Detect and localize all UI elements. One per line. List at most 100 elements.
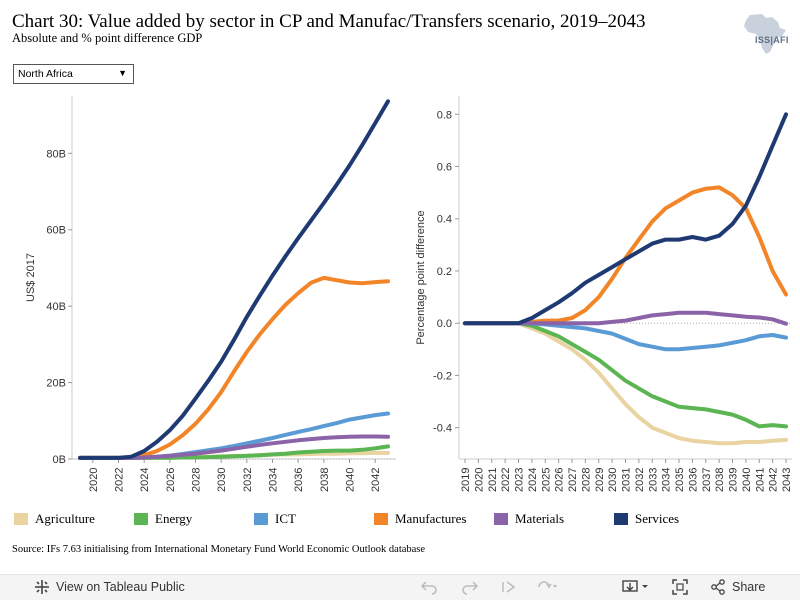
y-tick-label: -0.2 [433,370,452,382]
legend-label: Manufactures [395,511,467,526]
legend-item-manufactures[interactable]: Manufactures [374,511,466,527]
x-tick-label: 2029 [594,468,606,492]
x-tick-label: 2023 [514,468,526,492]
share-label: Share [732,580,766,594]
x-tick-label: 2027 [567,468,579,492]
fullscreen-button[interactable] [672,579,688,595]
legend-item-services[interactable]: Services [614,511,679,527]
y-axis-title: US$ 2017 [25,253,37,302]
y-tick-label: 0.8 [437,109,452,121]
legend-swatch [614,513,628,525]
series-line-manufactures[interactable] [463,185,788,326]
x-tick-label: 2037 [701,468,713,492]
legend-label: ICT [275,511,296,526]
legend-label: Agriculture [35,511,95,526]
x-tick-label: 2026 [165,468,177,492]
redo-icon [462,581,479,595]
region-dropdown-value: North Africa [18,68,73,80]
view-on-tableau-label: View on Tableau Public [56,580,185,594]
x-tick-label: 2022 [114,468,126,492]
legend-item-agriculture[interactable]: Agriculture [14,511,95,527]
legend: Agriculture Energy ICT Manufactures Material… [0,511,800,533]
tableau-toolbar: View on Tableau Public Share [0,574,800,600]
x-tick-label: 2019 [460,468,472,492]
iss-afi-logo-text: ISS|AFI [755,35,789,45]
x-tick-label: 2026 [554,468,566,492]
x-tick-label: 2041 [754,468,766,492]
revert-icon [502,581,516,593]
refresh-button[interactable] [536,579,558,595]
legend-item-materials[interactable]: Materials [494,511,564,527]
series-line-ict[interactable] [463,321,788,352]
chevron-down-icon: ▼ [118,68,127,78]
series-line-services[interactable] [463,112,788,326]
series-line-services[interactable] [78,99,390,460]
legend-swatch [494,513,508,525]
x-tick-label: 2033 [647,468,659,492]
legend-item-energy[interactable]: Energy [134,511,192,527]
tableau-icon [35,580,49,594]
x-tick-label: 2025 [540,468,552,492]
y-tick-label: 0.6 [437,162,452,174]
undo-icon [420,581,437,595]
y-axis-title: Percentage point difference [415,210,427,344]
y-tick-label: 60B [46,225,66,237]
y-tick-label: 0.0 [437,318,452,330]
x-tick-label: 2039 [728,468,740,492]
y-tick-label: 40B [46,301,66,313]
legend-swatch [14,513,28,525]
y-tick-label: 0.4 [437,214,452,226]
x-tick-label: 2020 [473,468,485,492]
chart-panel-1: 0B 20B 40B 60B 80B US$ 2017 2020 2022 2024 2026 20… [25,96,396,492]
y-tick-label: -0.4 [433,423,452,435]
x-tick-label: 2028 [580,468,592,492]
legend-swatch [134,513,148,525]
x-tick-label: 2031 [621,468,633,492]
x-tick-label: 2043 [781,468,793,492]
x-tick-label: 2024 [139,468,151,492]
x-tick-label: 2022 [500,468,512,492]
legend-label: Energy [155,511,193,526]
legend-item-ict[interactable]: ICT [254,511,296,527]
download-icon [622,580,648,592]
x-tick-label: 2030 [607,468,619,492]
legend-swatch [254,513,268,525]
source-note: Source: IFs 7.63 initialising from Inter… [12,544,426,555]
chart-title: Chart 30: Value added by sector in CP an… [12,11,646,32]
share-button[interactable]: Share [710,579,765,595]
x-tick-label: 2038 [714,468,726,492]
region-dropdown[interactable]: North Africa ▼ [13,64,134,84]
x-tick-label: 2034 [268,468,280,492]
chart-panel-2: -0.4 -0.2 0.0 0.2 0.4 0.6 0.8 Percentage point … [415,96,793,492]
view-on-tableau-button[interactable]: View on Tableau Public [34,579,185,595]
x-tick-label: 2038 [319,468,331,492]
redo-button[interactable] [461,579,479,595]
x-tick-label: 2036 [687,468,699,492]
legend-label: Materials [515,511,565,526]
chart-subtitle: Absolute and % point difference GDP [12,31,203,45]
x-tick-label: 2042 [370,468,382,492]
x-tick-label: 2042 [768,468,780,492]
undo-button[interactable] [420,579,438,595]
legend-label: Services [635,511,680,526]
x-tick-label: 2024 [527,468,539,492]
x-tick-label: 2032 [242,468,254,492]
africa-map-logo [744,14,786,54]
x-tick-label: 2032 [634,468,646,492]
download-button[interactable] [622,579,650,595]
x-tick-label: 2030 [216,468,228,492]
revert-button[interactable] [500,579,518,595]
fullscreen-icon [672,579,688,595]
y-tick-label: 80B [46,148,66,160]
legend-swatch [374,513,388,525]
series-line-manufactures[interactable] [78,275,390,460]
refresh-icon [538,581,557,589]
x-tick-label: 2035 [674,468,686,492]
x-tick-label: 2036 [293,468,305,492]
x-tick-label: 2040 [741,468,753,492]
x-tick-label: 2028 [191,468,203,492]
y-tick-label: 20B [46,378,66,390]
y-tick-label: 0.2 [437,266,452,278]
x-tick-label: 2021 [487,468,499,492]
